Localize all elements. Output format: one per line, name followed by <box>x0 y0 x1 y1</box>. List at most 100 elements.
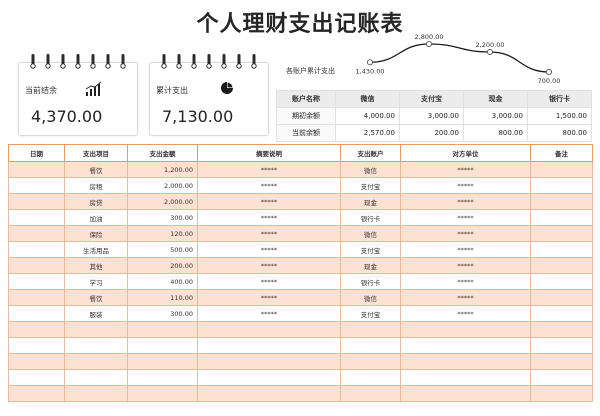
item-cell[interactable]: 餐饮 <box>64 289 128 306</box>
note-cell[interactable] <box>530 369 593 386</box>
account-cell[interactable]: 银行卡 <box>340 209 401 226</box>
cash-cell[interactable]: 3,000.00 <box>462 107 528 125</box>
note-cell[interactable] <box>530 225 593 242</box>
wechat-cell[interactable]: 4,000.00 <box>334 107 400 125</box>
summary-cell[interactable]: ***** <box>197 209 341 226</box>
note-cell[interactable] <box>530 209 593 226</box>
amount-cell[interactable]: 110.00 <box>127 289 198 306</box>
item-cell[interactable] <box>64 337 128 354</box>
date-cell[interactable] <box>8 209 65 226</box>
party-cell[interactable]: ***** <box>400 177 531 194</box>
date-cell[interactable] <box>8 321 65 338</box>
account-cell[interactable] <box>340 337 401 354</box>
item-cell[interactable]: 服装 <box>64 305 128 322</box>
item-cell[interactable]: 保险 <box>64 225 128 242</box>
party-cell[interactable]: ***** <box>400 161 531 178</box>
account-cell[interactable] <box>340 321 401 338</box>
summary-cell[interactable] <box>197 353 341 370</box>
party-cell[interactable]: ***** <box>400 305 531 322</box>
item-cell[interactable]: 房租 <box>64 177 128 194</box>
amount-cell[interactable]: 400.00 <box>127 273 198 290</box>
party-cell[interactable]: ***** <box>400 225 531 242</box>
account-cell[interactable]: 支付宝 <box>340 305 401 322</box>
amount-cell[interactable]: 2,000.00 <box>127 193 198 210</box>
note-cell[interactable] <box>530 161 593 178</box>
party-cell[interactable]: ***** <box>400 209 531 226</box>
item-cell[interactable]: 加油 <box>64 209 128 226</box>
wechat-cell[interactable]: 2,570.00 <box>334 124 400 142</box>
summary-cell[interactable] <box>197 385 341 402</box>
account-cell[interactable]: 微信 <box>340 289 401 306</box>
note-cell[interactable] <box>530 353 593 370</box>
date-cell[interactable] <box>8 193 65 210</box>
summary-cell[interactable]: ***** <box>197 193 341 210</box>
amount-cell[interactable]: 120.00 <box>127 225 198 242</box>
note-cell[interactable] <box>530 257 593 274</box>
summary-cell[interactable]: ***** <box>197 225 341 242</box>
account-cell[interactable]: 微信 <box>340 161 401 178</box>
summary-cell[interactable]: ***** <box>197 177 341 194</box>
summary-cell[interactable]: ***** <box>197 161 341 178</box>
note-cell[interactable] <box>530 177 593 194</box>
date-cell[interactable] <box>8 289 65 306</box>
account-cell[interactable]: 银行卡 <box>340 273 401 290</box>
account-cell[interactable] <box>340 385 401 402</box>
alipay-cell[interactable]: 200.00 <box>398 124 464 142</box>
summary-cell[interactable] <box>197 321 341 338</box>
date-cell[interactable] <box>8 161 65 178</box>
item-cell[interactable] <box>64 353 128 370</box>
summary-cell[interactable] <box>197 337 341 354</box>
account-cell[interactable] <box>340 369 401 386</box>
summary-cell[interactable]: ***** <box>197 273 341 290</box>
item-cell[interactable] <box>64 369 128 386</box>
party-cell[interactable]: ***** <box>400 289 531 306</box>
item-cell[interactable] <box>64 385 128 402</box>
note-cell[interactable] <box>530 321 593 338</box>
party-cell[interactable] <box>400 337 531 354</box>
account-cell[interactable]: 现金 <box>340 257 401 274</box>
party-cell[interactable]: ***** <box>400 193 531 210</box>
note-cell[interactable] <box>530 241 593 258</box>
amount-cell[interactable] <box>127 321 198 338</box>
summary-cell[interactable]: ***** <box>197 305 341 322</box>
amount-cell[interactable]: 2,000.00 <box>127 177 198 194</box>
account-cell[interactable]: 现金 <box>340 193 401 210</box>
date-cell[interactable] <box>8 177 65 194</box>
note-cell[interactable] <box>530 273 593 290</box>
party-cell[interactable] <box>400 369 531 386</box>
note-cell[interactable] <box>530 193 593 210</box>
item-cell[interactable]: 其他 <box>64 257 128 274</box>
date-cell[interactable] <box>8 241 65 258</box>
party-cell[interactable] <box>400 353 531 370</box>
date-cell[interactable] <box>8 385 65 402</box>
amount-cell[interactable] <box>127 337 198 354</box>
party-cell[interactable]: ***** <box>400 273 531 290</box>
party-cell[interactable] <box>400 321 531 338</box>
note-cell[interactable] <box>530 305 593 322</box>
bank-card-cell[interactable]: 800.00 <box>526 124 593 142</box>
amount-cell[interactable]: 200.00 <box>127 257 198 274</box>
alipay-cell[interactable]: 3,000.00 <box>398 107 464 125</box>
account-cell[interactable]: 支付宝 <box>340 241 401 258</box>
amount-cell[interactable]: 300.00 <box>127 209 198 226</box>
date-cell[interactable] <box>8 305 65 322</box>
date-cell[interactable] <box>8 369 65 386</box>
amount-cell[interactable] <box>127 385 198 402</box>
party-cell[interactable]: ***** <box>400 257 531 274</box>
amount-cell[interactable] <box>127 353 198 370</box>
amount-cell[interactable]: 300.00 <box>127 305 198 322</box>
item-cell[interactable]: 房贷 <box>64 193 128 210</box>
item-cell[interactable]: 餐饮 <box>64 161 128 178</box>
summary-cell[interactable]: ***** <box>197 257 341 274</box>
account-cell[interactable] <box>340 353 401 370</box>
cash-cell[interactable]: 800.00 <box>462 124 528 142</box>
account-cell[interactable]: 支付宝 <box>340 177 401 194</box>
party-cell[interactable]: ***** <box>400 241 531 258</box>
amount-cell[interactable]: 500.00 <box>127 241 198 258</box>
date-cell[interactable] <box>8 273 65 290</box>
summary-cell[interactable]: ***** <box>197 289 341 306</box>
date-cell[interactable] <box>8 225 65 242</box>
bank-card-cell[interactable]: 1,500.00 <box>526 107 593 125</box>
date-cell[interactable] <box>8 257 65 274</box>
amount-cell[interactable] <box>127 369 198 386</box>
